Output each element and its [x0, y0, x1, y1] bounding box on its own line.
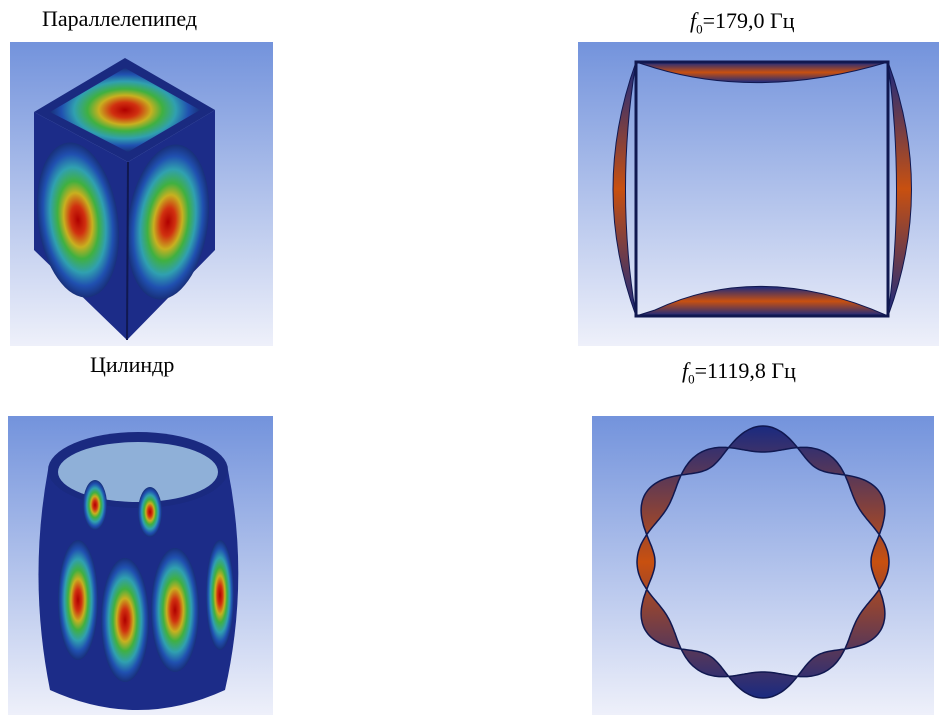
freq-value: =179,0 Гц [703, 8, 795, 33]
freq-value: =1119,8 Гц [695, 358, 796, 383]
shape-label: Цилиндр [90, 352, 174, 378]
cylinder-top-view [592, 416, 934, 715]
shape-label: Параллелепипед [42, 6, 197, 32]
box-top-view [578, 42, 939, 346]
frequency-label: f0=179,0 Гц [690, 8, 795, 37]
figure-page: Параллелепипед f0=179,0 Гц Цилиндр f0=11… [0, 0, 939, 715]
cylinder-image [8, 416, 273, 715]
box-image [10, 42, 273, 346]
frequency-label: f0=1119,8 Гц [682, 358, 796, 387]
